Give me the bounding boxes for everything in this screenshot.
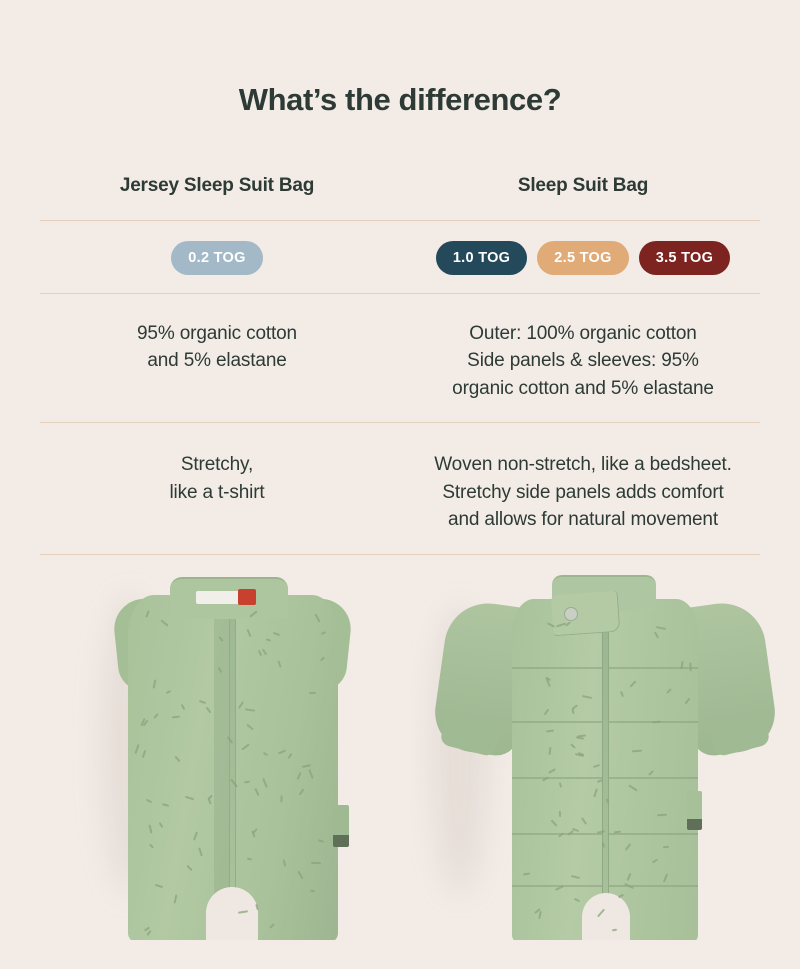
jersey-red-tag xyxy=(238,588,256,605)
snap-button-icon xyxy=(564,606,578,621)
materials-text-left: 95% organic cotton and 5% elastane xyxy=(40,294,394,395)
materials-left-line-2: and 5% elastane xyxy=(147,350,287,372)
tog-row: 0.2 TOG 1.0 TOG 2.5 TOG 3.5 TOG xyxy=(40,221,760,293)
stretch-left-line-2: like a t-shirt xyxy=(169,481,265,503)
quilted-suit-illustration xyxy=(429,569,781,940)
stretch-left-line-1: Stretchy, xyxy=(180,454,254,476)
comparison-table: Jersey Sleep Suit Bag Sleep Suit Bag 0.2… xyxy=(40,139,760,555)
leaf-print-icon xyxy=(279,795,283,803)
tog-badge-3-5[interactable]: 3.5 TOG xyxy=(638,240,731,275)
stretch-cell-left: Stretchy, like a t-shirt xyxy=(40,423,400,554)
leaf-print-icon xyxy=(311,861,322,865)
stretch-right-line-2: Stretchy side panels adds comfort xyxy=(442,481,724,503)
jersey-brand-label xyxy=(333,804,349,839)
materials-right-line-1: Outer: 100% organic cotton xyxy=(469,322,697,344)
column-right: Sleep Suit Bag xyxy=(400,165,760,220)
leaf-print-icon xyxy=(688,662,692,672)
tog-cell-left: 0.2 TOG xyxy=(40,221,400,293)
divider-3 xyxy=(40,422,760,424)
jersey-leg-split xyxy=(206,886,258,940)
page-title: What’s the difference? xyxy=(238,81,562,117)
tog-cell-right: 1.0 TOG 2.5 TOG 3.5 TOG xyxy=(400,221,760,293)
quilted-brand-label xyxy=(687,790,702,823)
divider-4 xyxy=(40,553,760,555)
materials-right-line-3: organic cotton and 5% elastane xyxy=(452,377,714,399)
materials-text-right: Outer: 100% organic cotton Side panels &… xyxy=(406,294,760,423)
stretch-row: Stretchy, like a t-shirt Woven non-stret… xyxy=(40,423,760,554)
jersey-placket xyxy=(214,606,230,913)
tog-badges-right: 1.0 TOG 2.5 TOG 3.5 TOG xyxy=(406,221,760,293)
column-title-jersey: Jersey Sleep Suit Bag xyxy=(119,174,315,196)
column-left: Jersey Sleep Suit Bag xyxy=(40,165,400,220)
leaf-print-icon xyxy=(662,845,669,849)
jersey-zipper xyxy=(229,612,236,913)
leaf-print-icon xyxy=(611,928,617,931)
materials-row: 95% organic cotton and 5% elastane Outer… xyxy=(40,294,760,423)
quilted-leg-split xyxy=(582,892,630,940)
quilted-zipper xyxy=(602,624,609,925)
jersey-care-tag xyxy=(196,590,240,604)
stretch-right-line-1: Woven non-stretch, like a bedsheet. xyxy=(434,454,732,476)
materials-cell-left: 95% organic cotton and 5% elastane xyxy=(40,294,400,423)
comparison-infographic: What’s the difference? Jersey Sleep Suit… xyxy=(0,20,800,969)
materials-left-line-1: 95% organic cotton xyxy=(137,322,297,344)
product-photos xyxy=(0,554,800,940)
tog-badges-left: 0.2 TOG xyxy=(40,221,394,293)
quilted-brand-label-bottom xyxy=(687,818,702,830)
tog-badge-2-5[interactable]: 2.5 TOG xyxy=(537,240,629,275)
column-title-sleep-suit: Sleep Suit Bag xyxy=(517,174,649,196)
stretch-cell-right: Woven non-stretch, like a bedsheet. Stre… xyxy=(400,423,760,554)
jersey-suit-illustration xyxy=(110,573,355,940)
leaf-print-icon xyxy=(558,810,561,818)
stretch-right-line-3: and allows for natural movement xyxy=(448,509,718,531)
leaf-print-icon xyxy=(656,813,667,816)
divider-1 xyxy=(40,219,760,221)
jersey-sleep-suit-bag-photo xyxy=(60,555,400,940)
tog-badge-1-0[interactable]: 1.0 TOG xyxy=(435,240,528,275)
sleep-suit-bag-photo xyxy=(410,555,790,940)
materials-cell-right: Outer: 100% organic cotton Side panels &… xyxy=(400,294,760,423)
divider-2 xyxy=(40,292,760,294)
jersey-brand-label-bottom xyxy=(333,834,349,847)
stretch-text-right: Woven non-stretch, like a bedsheet. Stre… xyxy=(406,423,760,554)
stretch-text-left: Stretchy, like a t-shirt xyxy=(40,423,394,526)
column-header-row: Jersey Sleep Suit Bag Sleep Suit Bag xyxy=(40,165,760,220)
tog-badge-0-2[interactable]: 0.2 TOG xyxy=(171,240,263,275)
quilted-collar-flap xyxy=(550,590,621,637)
materials-right-line-2: Side panels & sleeves: 95% xyxy=(467,350,699,372)
